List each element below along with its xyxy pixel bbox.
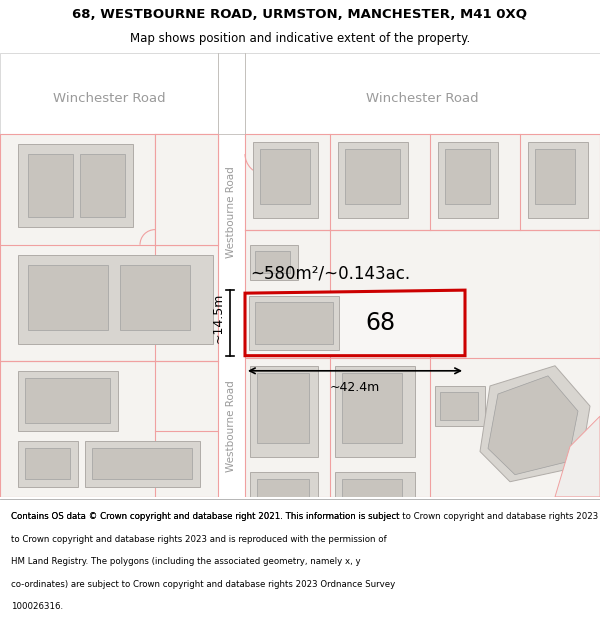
Bar <box>249 296 339 349</box>
Bar <box>255 302 333 344</box>
Bar <box>342 373 402 443</box>
Text: Winchester Road: Winchester Road <box>366 92 479 105</box>
Bar <box>0 53 600 134</box>
Polygon shape <box>488 376 578 475</box>
Text: ~14.5m: ~14.5m <box>212 292 225 343</box>
Polygon shape <box>480 366 590 482</box>
Bar <box>18 144 133 227</box>
Text: Contains OS data © Crown copyright and database right 2021. This information is : Contains OS data © Crown copyright and d… <box>11 512 400 521</box>
Polygon shape <box>245 134 600 497</box>
Bar <box>253 142 318 218</box>
Text: Westbourne Road: Westbourne Road <box>227 381 236 472</box>
Text: 68, WESTBOURNE ROAD, URMSTON, MANCHESTER, M41 0XQ: 68, WESTBOURNE ROAD, URMSTON, MANCHESTER… <box>73 8 527 21</box>
Bar <box>257 479 309 523</box>
Bar <box>18 255 213 344</box>
Text: ~42.4m: ~42.4m <box>330 381 380 394</box>
Bar <box>335 472 415 532</box>
Bar <box>92 449 192 479</box>
Bar <box>28 154 73 216</box>
Bar <box>260 149 310 204</box>
Text: 100026316.: 100026316. <box>11 602 63 611</box>
Bar <box>85 441 200 487</box>
Bar <box>338 142 408 218</box>
Bar <box>335 366 415 456</box>
Bar <box>435 386 485 426</box>
Bar <box>218 53 245 497</box>
Polygon shape <box>155 134 218 245</box>
Bar <box>18 371 118 431</box>
Text: HM Land Registry. The polygons (including the associated geometry, namely x, y: HM Land Registry. The polygons (includin… <box>11 557 361 566</box>
Text: 68: 68 <box>365 311 395 335</box>
Bar <box>445 149 490 204</box>
Polygon shape <box>0 134 218 497</box>
Bar <box>80 154 125 216</box>
Bar <box>250 472 318 532</box>
Text: Westbourne Road: Westbourne Road <box>227 166 236 258</box>
Bar <box>250 245 298 280</box>
Bar <box>535 149 575 204</box>
Bar <box>25 449 70 479</box>
Bar <box>28 265 108 331</box>
Bar <box>438 142 498 218</box>
Text: Winchester Road: Winchester Road <box>53 92 166 105</box>
Polygon shape <box>245 290 465 356</box>
Text: ~580m²/~0.143ac.: ~580m²/~0.143ac. <box>250 264 410 282</box>
Text: Map shows position and indicative extent of the property.: Map shows position and indicative extent… <box>130 32 470 45</box>
Text: Contains OS data © Crown copyright and database right 2021. This information is : Contains OS data © Crown copyright and d… <box>11 512 600 521</box>
Bar <box>18 441 78 487</box>
Bar <box>345 149 400 204</box>
Bar <box>255 251 290 273</box>
Bar <box>120 265 190 331</box>
Bar <box>250 366 318 456</box>
Text: co-ordinates) are subject to Crown copyright and database rights 2023 Ordnance S: co-ordinates) are subject to Crown copyr… <box>11 579 395 589</box>
Text: to Crown copyright and database rights 2023 and is reproduced with the permissio: to Crown copyright and database rights 2… <box>11 534 386 544</box>
Bar <box>528 142 588 218</box>
Bar <box>342 479 402 523</box>
Polygon shape <box>555 416 600 497</box>
Bar <box>257 373 309 443</box>
Bar <box>25 378 110 423</box>
Bar <box>440 392 478 420</box>
